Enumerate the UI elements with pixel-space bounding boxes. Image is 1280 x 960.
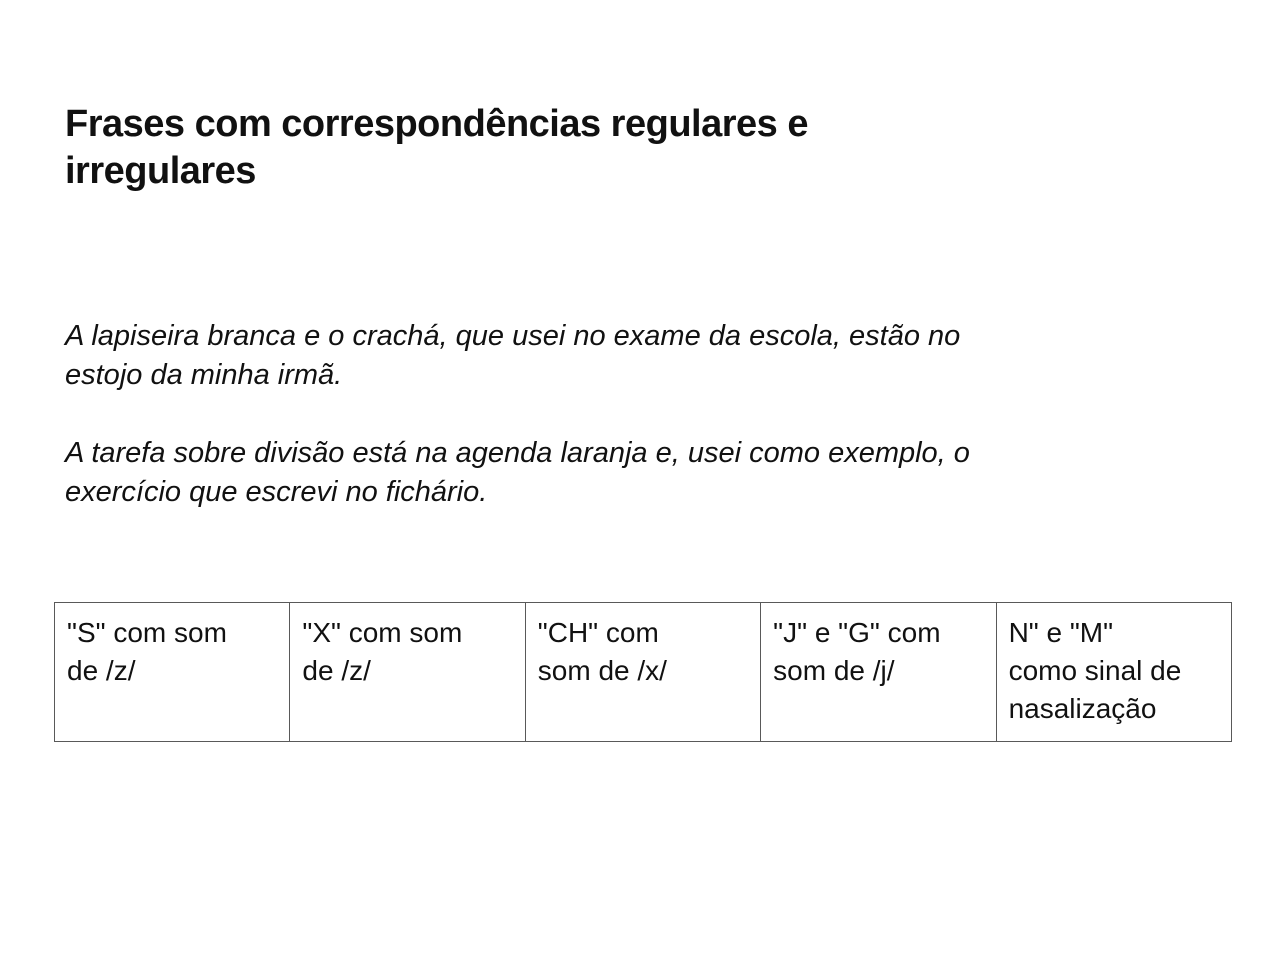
table-cell-s-sound-z: "S" com som de /z/ [53,602,291,742]
table-cell-ch-sound-x: "CH" com som de /x/ [524,602,762,742]
correspondence-table: "S" com som de /z/ "X" com som de /z/ "C… [53,602,1233,742]
example-sentence-1: A lapiseira branca e o crachá, que usei … [65,320,961,391]
table-cell-x-sound-z: "X" com som de /z/ [289,602,526,742]
table-cell-j-g-sound-j: "J" e "G" com som de /j/ [760,602,997,742]
example-sentence-2: A tarefa sobre divisão está na agenda la… [65,437,970,508]
slide-title: Frases com correspondências regulares e … [65,103,808,192]
table-cell-n-m-nasalization: N" e "M" como sinal de nasalização [995,602,1233,742]
table-row: "S" com som de /z/ "X" com som de /z/ "C… [53,602,1233,742]
